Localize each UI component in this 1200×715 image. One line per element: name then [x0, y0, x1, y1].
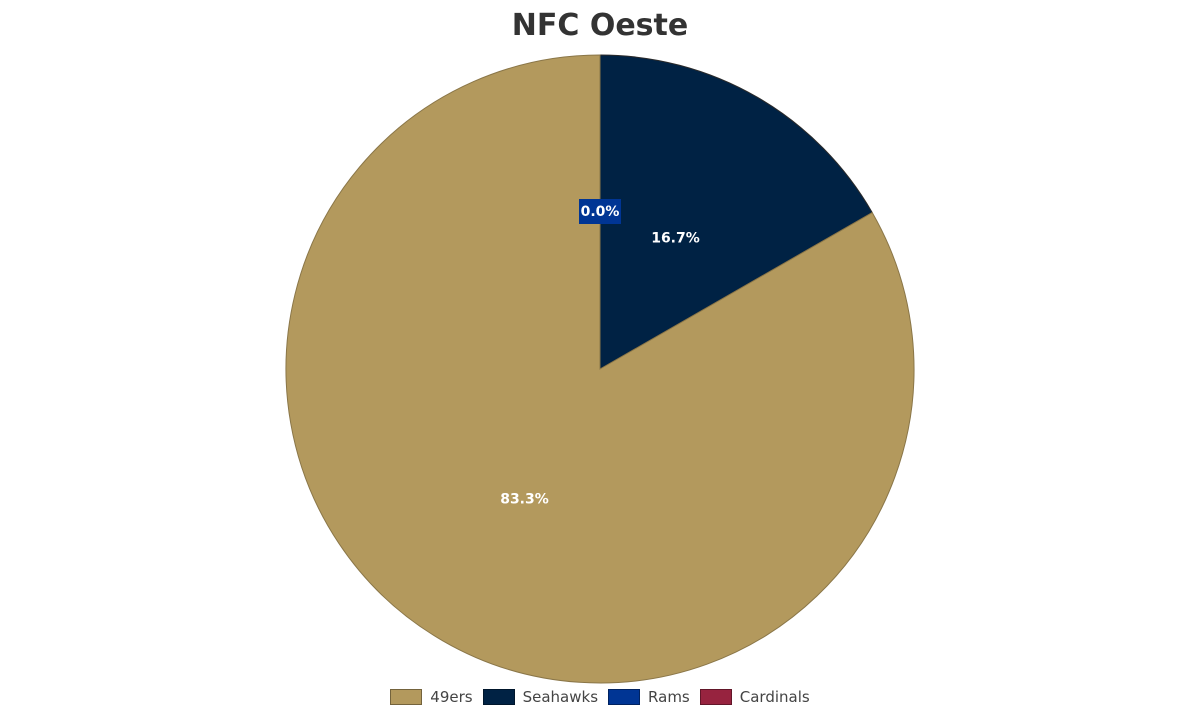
legend-label-rams: Rams [648, 688, 690, 706]
pie-slice-49ers[interactable] [285, 54, 915, 684]
legend-label-cardinals: Cardinals [739, 688, 810, 706]
legend-item-cardinals[interactable]: Cardinals [699, 688, 810, 706]
legend-item-seahawks[interactable]: Seahawks [482, 688, 599, 706]
legend-label-49ers: 49ers [430, 688, 473, 706]
legend-swatch-49ers [390, 689, 423, 705]
pie-slice-seahawks[interactable] [599, 54, 873, 370]
legend-swatch-seahawks [482, 689, 515, 705]
legend-label-seahawks: Seahawks [522, 688, 599, 706]
chart-title: NFC Oeste [511, 8, 689, 43]
slice-label-49ers: 83.3% [500, 491, 549, 507]
legend: 49ers Seahawks Rams Cardinals [0, 688, 1200, 706]
legend-swatch-cardinals [699, 689, 732, 705]
slice-label-bg-rams [579, 199, 621, 224]
legend-swatch-rams [608, 689, 641, 705]
slice-label-rams: 0.0% [581, 204, 620, 220]
legend-item-rams[interactable]: Rams [608, 688, 690, 706]
legend-item-49ers[interactable]: 49ers [390, 688, 473, 706]
slice-label-seahawks: 16.7% [651, 231, 700, 247]
